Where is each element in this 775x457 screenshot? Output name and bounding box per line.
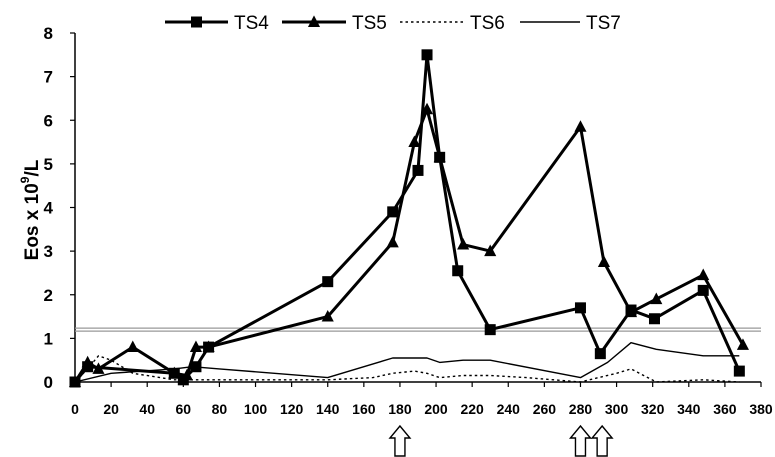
data-point-ts5 xyxy=(202,340,215,353)
y-tick-label: 3 xyxy=(44,242,53,261)
data-point-ts5 xyxy=(650,292,663,305)
series-ts7 xyxy=(74,342,740,383)
x-tick-label: 340 xyxy=(677,401,701,417)
data-point-ts5 xyxy=(457,237,470,250)
y-tick-label: 0 xyxy=(44,373,53,392)
up-arrow-icon xyxy=(568,424,592,457)
y-axis-label: Eos x 109/L xyxy=(18,159,43,260)
x-tick-label: 300 xyxy=(605,401,629,417)
x-tick-label: 100 xyxy=(244,401,268,417)
data-point-ts5 xyxy=(736,338,749,350)
y-tick-label: 5 xyxy=(44,155,53,174)
data-point-ts5 xyxy=(597,255,610,267)
series-line-ts4 xyxy=(73,53,741,383)
y-tick-label: 1 xyxy=(44,329,53,348)
y-tick-label: 7 xyxy=(44,68,53,87)
x-tick-label: 360 xyxy=(713,401,737,417)
legend-item-ts7: TS7 xyxy=(520,13,621,34)
data-point-ts5 xyxy=(484,244,497,257)
x-tick-label: 160 xyxy=(352,401,376,417)
data-point-ts4 xyxy=(421,49,433,61)
y-axis-label-main: Eos x 10 xyxy=(22,183,43,260)
x-tick-label: 200 xyxy=(424,401,448,417)
data-point-ts4 xyxy=(452,265,464,277)
y-tick-label: 8 xyxy=(44,24,53,43)
x-tick-label: 140 xyxy=(316,401,340,417)
data-point-ts5 xyxy=(92,362,105,374)
data-point-ts4 xyxy=(484,324,496,336)
series-ts4 xyxy=(69,49,745,388)
data-point-ts4 xyxy=(733,365,745,377)
x-tick-label: 80 xyxy=(212,401,228,417)
series-layer xyxy=(68,49,749,388)
series-line-ts6 xyxy=(74,355,740,383)
y-tick-label: 2 xyxy=(44,286,53,305)
data-point-ts5 xyxy=(433,150,446,163)
data-point-ts5 xyxy=(574,120,587,132)
x-tick-label: 20 xyxy=(103,401,119,417)
data-point-ts5 xyxy=(386,235,399,248)
legend-label-ts7: TS7 xyxy=(586,13,621,34)
x-tick-label: 240 xyxy=(497,401,521,417)
data-point-ts4 xyxy=(697,284,709,296)
data-point-ts5 xyxy=(408,135,421,148)
y-tick-label: 4 xyxy=(44,199,54,218)
legend-item-ts5: TS5 xyxy=(282,13,387,34)
data-point-ts4 xyxy=(387,206,399,218)
y-tick-label: 6 xyxy=(44,111,53,130)
up-arrow-icon xyxy=(590,424,614,457)
legend-marker-ts5 xyxy=(307,15,321,27)
up-arrow-icon xyxy=(388,424,412,457)
x-tick-label: 320 xyxy=(641,401,665,417)
series-ts6 xyxy=(74,355,740,383)
x-tick-label: 180 xyxy=(388,401,412,417)
data-point-ts5 xyxy=(126,340,139,353)
data-point-ts4 xyxy=(574,302,586,314)
data-point-ts5 xyxy=(168,366,181,379)
data-point-ts4 xyxy=(594,348,606,360)
x-tick-label: 280 xyxy=(569,401,593,417)
data-point-ts5 xyxy=(180,368,193,381)
legend-label-ts6: TS6 xyxy=(470,13,505,34)
x-tick-label: 40 xyxy=(139,401,155,417)
x-tick-label: 60 xyxy=(176,401,192,417)
x-tick-label: 0 xyxy=(71,401,79,417)
data-point-ts5 xyxy=(624,305,638,318)
data-point-ts5 xyxy=(697,268,710,281)
legend-marker-ts4 xyxy=(191,16,202,28)
y-axis-label-unit: /L xyxy=(22,159,43,176)
data-point-ts4 xyxy=(648,313,660,325)
data-point-ts5 xyxy=(321,309,334,322)
legend: TS4 TS5 TS6 TS7 xyxy=(165,13,621,34)
data-point-ts5 xyxy=(420,102,434,115)
data-point-ts4 xyxy=(322,276,334,288)
series-line-ts5 xyxy=(73,107,745,383)
arrows-layer xyxy=(388,424,614,457)
x-tick-label: 260 xyxy=(533,401,557,417)
y-axis-label-superscript: 9 xyxy=(18,176,32,183)
reference-line xyxy=(75,327,761,332)
data-point-ts4 xyxy=(412,164,424,176)
legend-item-ts4: TS4 xyxy=(165,13,269,34)
legend-label-ts5: TS5 xyxy=(352,13,387,34)
legend-label-ts4: TS4 xyxy=(234,13,269,34)
series-ts5 xyxy=(68,102,749,387)
x-tick-label: 380 xyxy=(749,401,773,417)
legend-item-ts6: TS6 xyxy=(400,13,505,34)
x-tick-label: 120 xyxy=(280,401,304,417)
x-tick-label: 220 xyxy=(460,401,484,417)
series-line-ts7 xyxy=(74,342,740,383)
data-point-ts5 xyxy=(189,340,203,353)
